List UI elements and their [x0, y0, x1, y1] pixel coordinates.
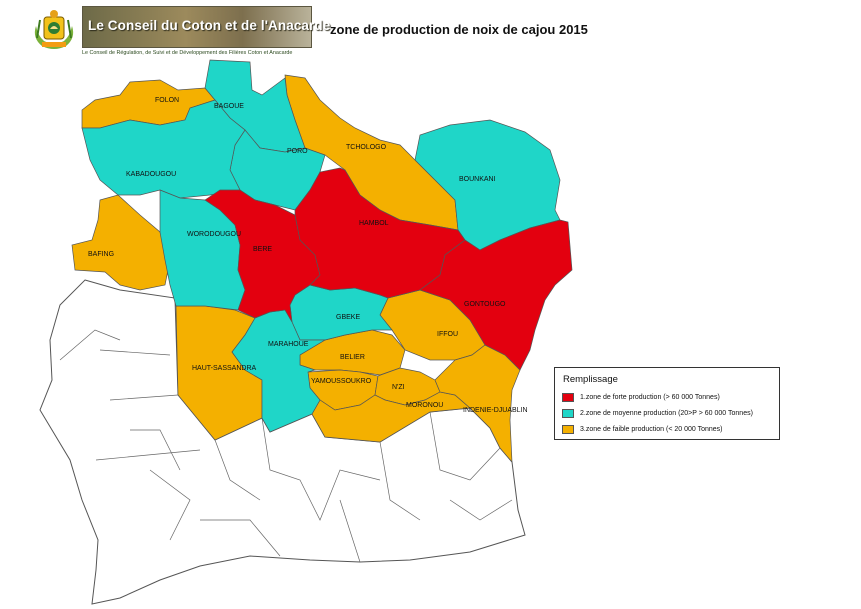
region-kabadougou	[81, 99, 246, 199]
region-label-indenie-djuablin: INDENIE-DJUABLIN	[463, 407, 528, 414]
region-bere	[204, 189, 321, 323]
region-label-kabadougou: KABADOUGOU	[126, 171, 176, 178]
region-label-belier: BELIER	[340, 354, 365, 361]
legend-swatch-faible	[562, 425, 574, 434]
legend-swatch-moyenne	[562, 409, 574, 418]
region-label-folon: FOLON	[155, 97, 179, 104]
coat-of-arms-icon	[30, 8, 78, 52]
legend-item-moyenne: 2.zone de moyenne production (20>P > 60 …	[562, 409, 753, 419]
legend: Remplissage 1.zone de forte production (…	[554, 367, 780, 440]
legend-label-forte: 1.zone de forte production (> 60 000 Ton…	[580, 394, 720, 401]
region-label-n-zi: N'ZI	[392, 384, 405, 391]
legend-swatch-forte	[562, 393, 574, 402]
legend-item-faible: 3.zone de faible production (< 20 000 To…	[562, 425, 723, 435]
banner-subtitle: Le Conseil de Régulation, de Suivi et de…	[82, 50, 293, 56]
region-label-marahoue: MARAHOUE	[268, 341, 309, 348]
region-label-haut-sassandra: HAUT-SASSANDRA	[192, 365, 257, 372]
region-label-yamoussoukro: YAMOUSSOUKRO	[311, 378, 372, 385]
conseil-banner: Le Conseil du Coton et de l'Anacarde	[82, 6, 330, 48]
region-label-bafing: BAFING	[88, 251, 114, 258]
region-label-tchologo: TCHOLOGO	[346, 144, 387, 151]
region-label-bere: BERE	[253, 246, 272, 253]
region-label-bounkani: BOUNKANI	[459, 176, 496, 183]
region-label-bagoue: BAGOUE	[214, 103, 244, 110]
region-label-gbeke: GBEKE	[336, 314, 360, 321]
legend-label-moyenne: 2.zone de moyenne production (20>P > 60 …	[580, 410, 753, 417]
region-bafing	[71, 194, 171, 291]
header: Le Conseil du Coton et de l'Anacarde Le …	[0, 0, 861, 60]
legend-title: Remplissage	[563, 374, 618, 385]
map-title: zone de production de noix de cajou 2015	[330, 22, 588, 37]
region-gontougo	[419, 219, 573, 371]
region-label-iffou: IFFOU	[437, 331, 458, 338]
legend-label-faible: 3.zone de faible production (< 20 000 To…	[580, 426, 723, 433]
banner-title: Le Conseil du Coton et de l'Anacarde	[88, 18, 331, 33]
legend-item-forte: 1.zone de forte production (> 60 000 Ton…	[562, 393, 720, 403]
region-marahoue	[231, 309, 327, 433]
region-label-moronou: MORONOU	[406, 402, 443, 409]
region-label-poro: PORO	[287, 148, 308, 155]
region-label-hambol: HAMBOL	[359, 220, 389, 227]
region-label-gontougo: GONTOUGO	[464, 301, 506, 308]
region-label-worodougou: WORODOUGOU	[187, 231, 241, 238]
